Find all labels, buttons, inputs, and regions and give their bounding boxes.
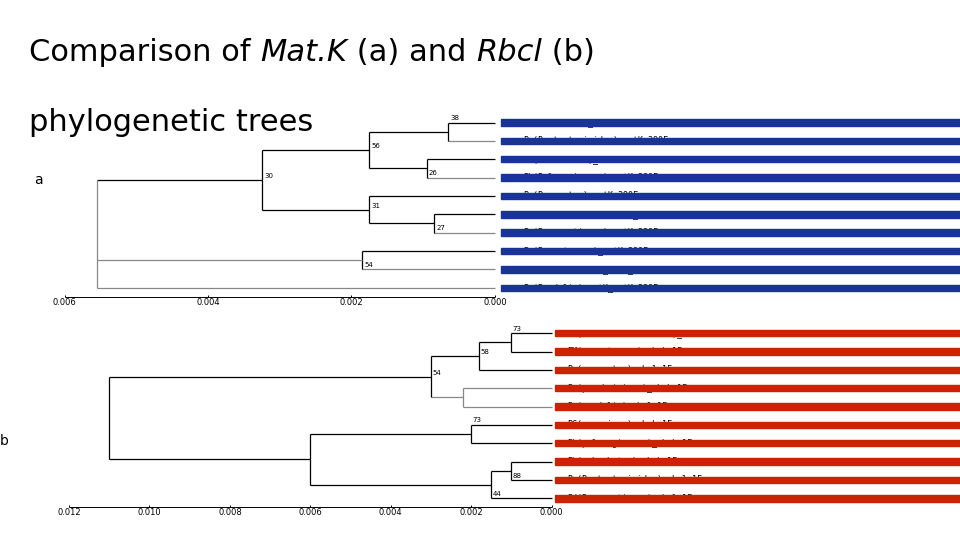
Text: 0.012: 0.012	[58, 509, 81, 517]
Bar	[501, 119, 960, 126]
Bar	[555, 330, 960, 336]
Text: 0.004: 0.004	[196, 298, 220, 307]
Text: PM(p.montanous)_rbcL_1F: PM(p.montanous)_rbcL_1F	[567, 347, 683, 356]
Text: 0.006: 0.006	[299, 509, 323, 517]
Text: Comparison of: Comparison of	[29, 38, 260, 67]
Text: Rbcl: Rbcl	[476, 38, 542, 67]
Text: Px(P.amboinicus)_matK_390F: Px(P.amboinicus)_matK_390F	[523, 265, 654, 274]
Text: 44: 44	[492, 491, 501, 497]
Text: Pa(P.aegyptiacus)_matK-390F: Pa(P.aegyptiacus)_matK-390F	[523, 228, 659, 237]
Bar	[501, 138, 960, 144]
Text: 73: 73	[472, 417, 481, 423]
Bar	[501, 211, 960, 218]
Text: Pm(P.montarous)_matK-390F: Pm(P.montarous)_matK-390F	[523, 247, 649, 255]
Text: Ph(P.seudomarruboides)_rbcl-1F: Ph(P.seudomarruboides)_rbcl-1F	[567, 329, 718, 338]
Text: Pd(P.aegyptiacus)_rbcl_1F: Pd(P.aegyptiacus)_rbcl_1F	[567, 494, 693, 503]
Bar	[555, 348, 960, 355]
Text: PL(P.lanuginosus)_matK-390F: PL(P.lanuginosus)_matK-390F	[523, 173, 659, 182]
Bar	[501, 193, 960, 199]
Text: PC(P.caninus)_matK-390-F: PC(P.caninus)_matK-390-F	[523, 118, 643, 127]
Bar	[501, 248, 960, 254]
Text: 0.006: 0.006	[53, 298, 77, 307]
Bar	[501, 156, 960, 163]
Bar	[555, 495, 960, 502]
Text: 27: 27	[436, 225, 445, 231]
Text: 0.010: 0.010	[137, 509, 161, 517]
Text: Px(p.amboinicus)_rbcL-1F: Px(p.amboinicus)_rbcL-1F	[567, 384, 687, 393]
Text: Pa(p.edulis)_rbcl-1F: Pa(p.edulis)_rbcl-1F	[567, 402, 668, 411]
Text: 0.002: 0.002	[460, 509, 483, 517]
Text: 30: 30	[264, 173, 273, 179]
Text: 0.002: 0.002	[340, 298, 363, 307]
Text: (a) and: (a) and	[347, 38, 476, 67]
Text: 26: 26	[429, 170, 438, 176]
Text: 0.000: 0.000	[483, 298, 507, 307]
Text: Pa(P.edulis)-matK_matK-390F: Pa(P.edulis)-matK_matK-390F	[523, 283, 659, 292]
Text: Pb(P.barbatus)_matK-390F: Pb(P.barbatus)_matK-390F	[523, 155, 643, 164]
Bar	[501, 285, 960, 291]
Bar	[555, 440, 960, 447]
Text: 0.004: 0.004	[379, 509, 402, 517]
Text: a: a	[35, 173, 43, 187]
Text: phylogenetic trees: phylogenetic trees	[29, 108, 313, 137]
Bar	[555, 367, 960, 373]
Text: 38: 38	[450, 115, 460, 121]
Text: Pg(P.ornatus)_matK-390F: Pg(P.ornatus)_matK-390F	[523, 192, 638, 200]
Text: 0.008: 0.008	[218, 509, 242, 517]
Text: PC(p.caninus)_rbcL_1F: PC(p.caninus)_rbcL_1F	[567, 421, 673, 429]
Bar	[555, 403, 960, 410]
Text: 31: 31	[372, 203, 380, 209]
Bar	[555, 385, 960, 392]
Bar	[555, 477, 960, 483]
Text: 56: 56	[372, 143, 380, 149]
Text: Pb(p.barbatus)_rbcL-1F: Pb(p.barbatus)_rbcL-1F	[567, 457, 678, 466]
Bar	[501, 174, 960, 181]
Bar	[501, 230, 960, 236]
Text: 73: 73	[513, 326, 521, 332]
Bar	[501, 266, 960, 273]
Text: Ph(P.seudomarruboides)_matK-390F: Ph(P.seudomarruboides)_matK-390F	[523, 210, 684, 219]
Bar	[555, 458, 960, 465]
Text: 54: 54	[432, 370, 441, 376]
Text: 58: 58	[480, 349, 490, 355]
Text: 54: 54	[365, 262, 373, 268]
Text: 88: 88	[513, 473, 521, 479]
Text: Pg(p.ornatus)_rbcl-1F: Pg(p.ornatus)_rbcl-1F	[567, 366, 673, 374]
Text: Mat.K: Mat.K	[260, 38, 347, 67]
Text: Po(P.otostegioides)_matK_390F: Po(P.otostegioides)_matK_390F	[523, 137, 668, 145]
Text: (b): (b)	[542, 38, 595, 67]
Text: b: b	[0, 434, 9, 448]
Text: 0.000: 0.000	[540, 509, 564, 517]
Text: PL(p.lanuginosus)_rbcL-1F: PL(p.lanuginosus)_rbcL-1F	[567, 439, 693, 448]
Bar	[555, 422, 960, 428]
Text: Po(P.otostegioides)_rbcl-1F: Po(P.otostegioides)_rbcl-1F	[567, 476, 703, 484]
